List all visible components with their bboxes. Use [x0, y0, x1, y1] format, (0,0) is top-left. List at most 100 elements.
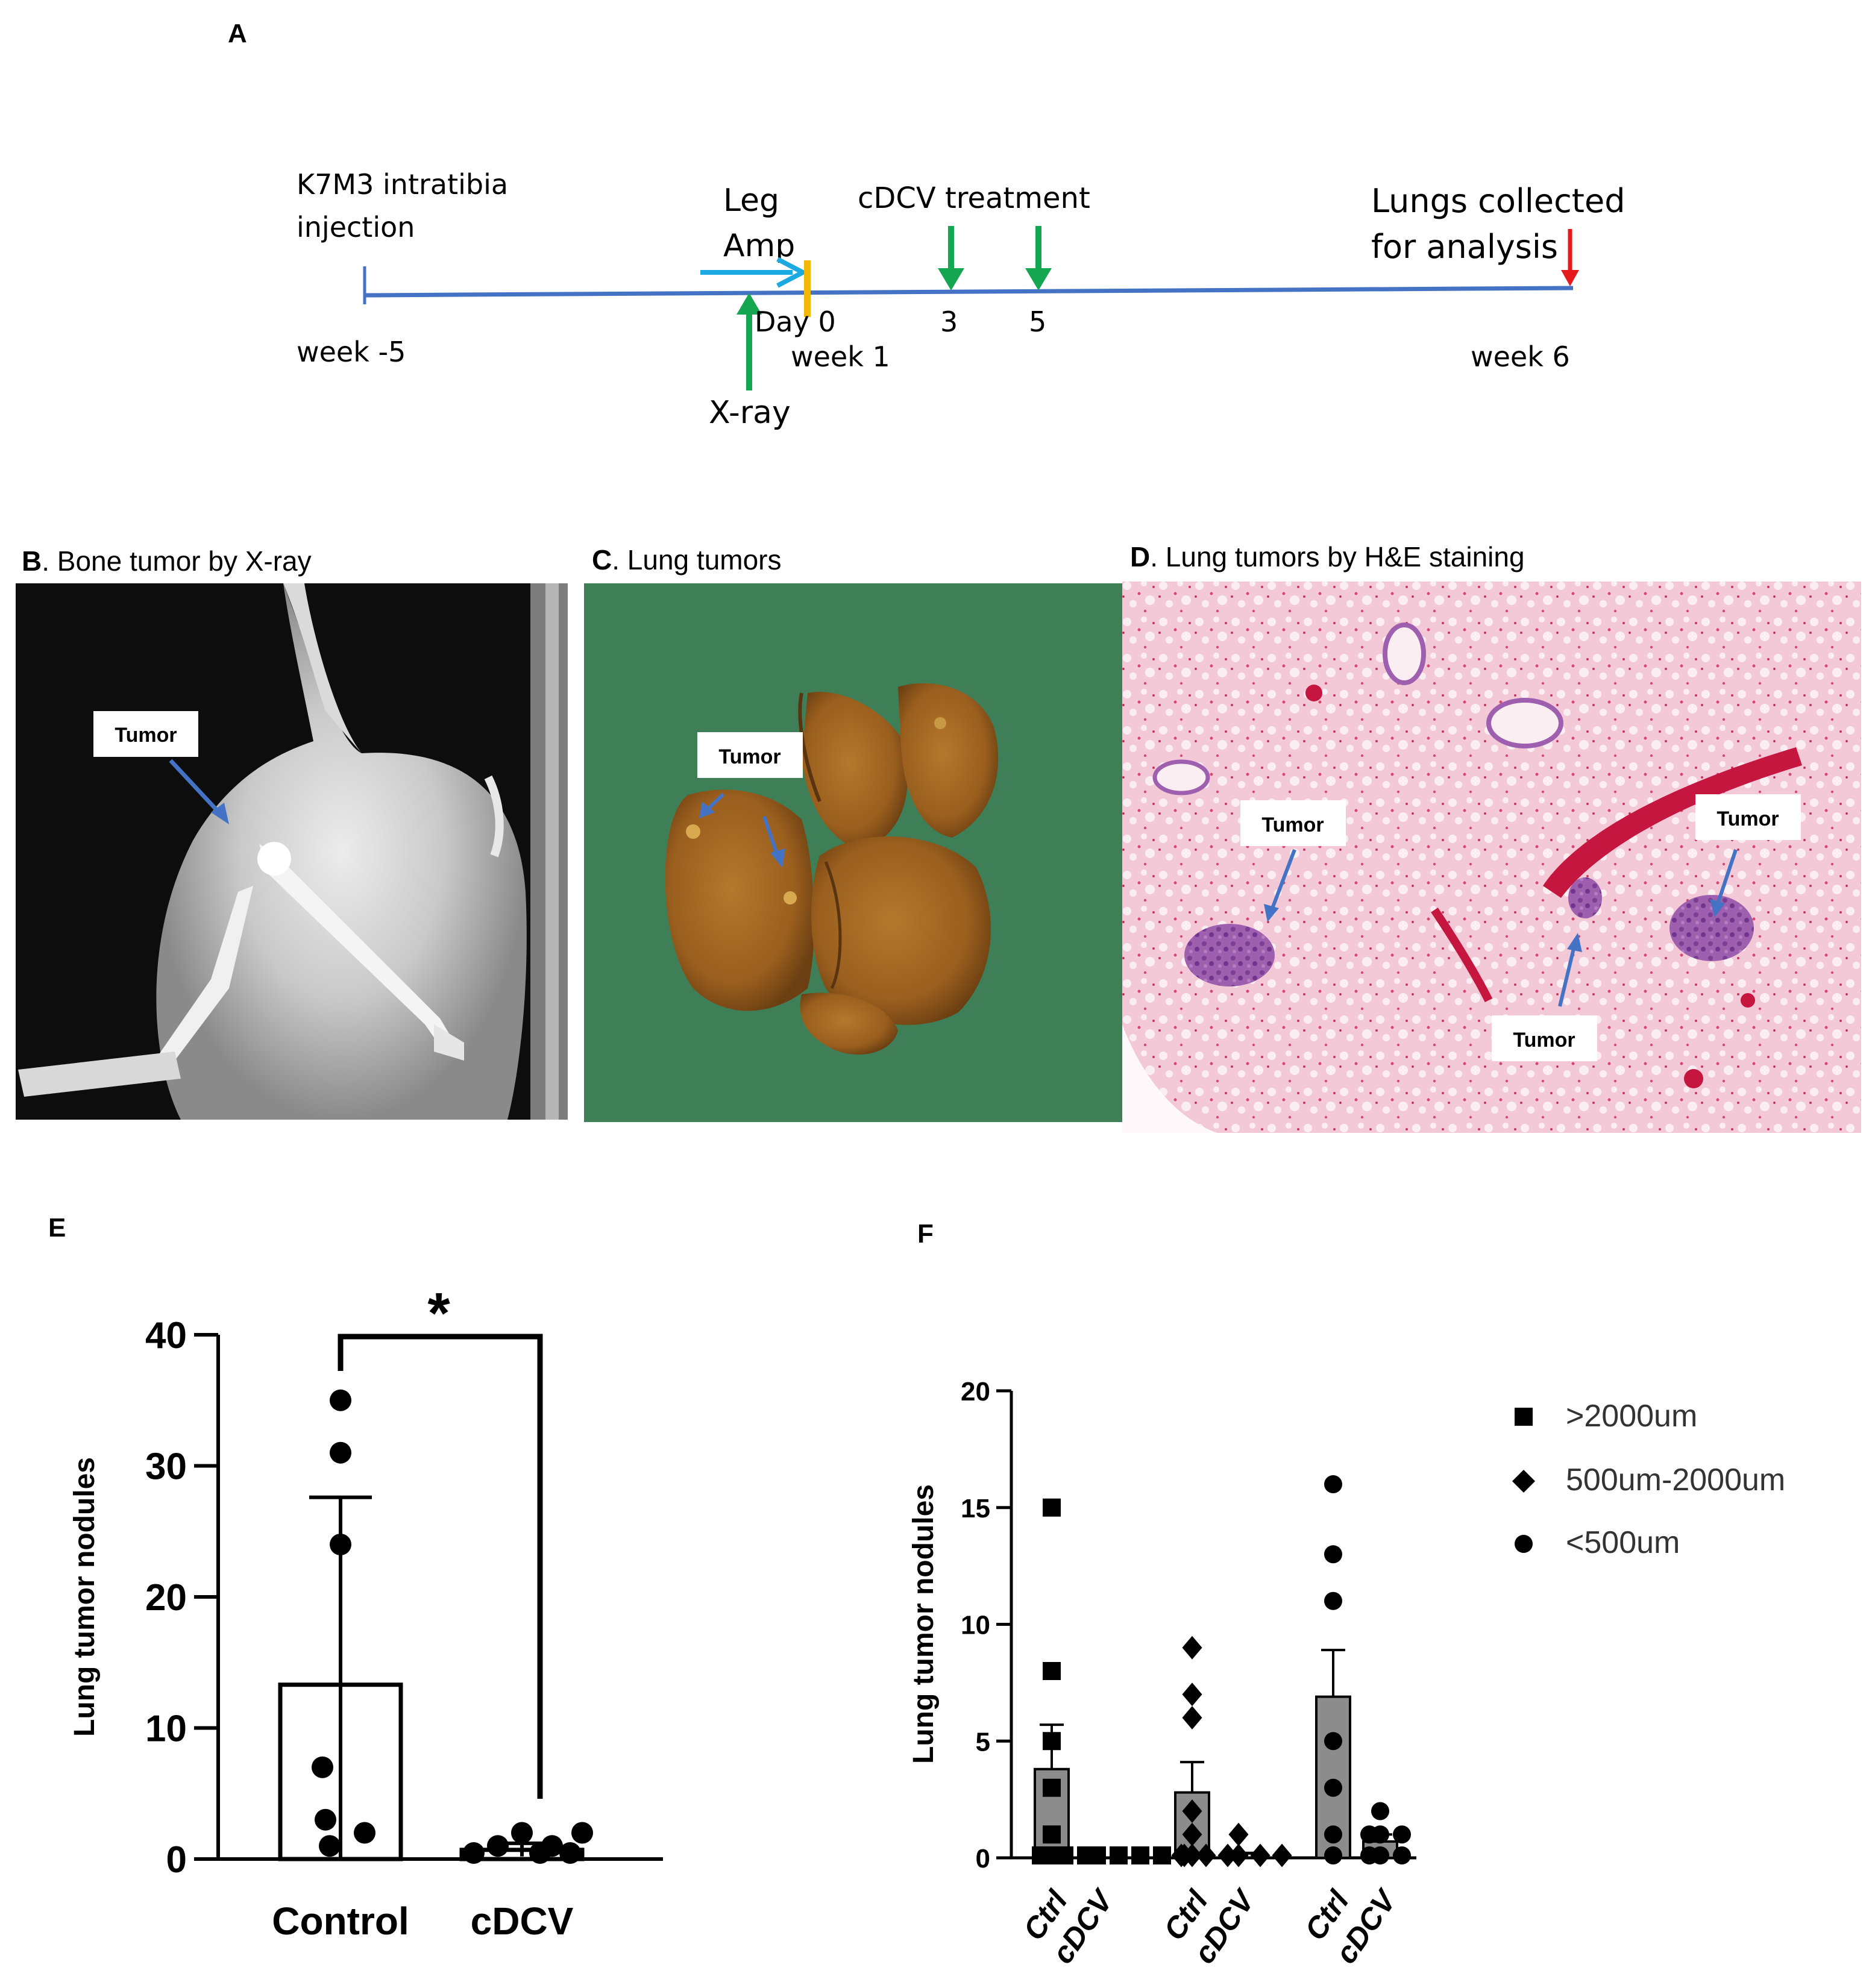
panel-c-title: C. Lung tumors: [592, 544, 782, 575]
f-data-point: [1250, 1843, 1271, 1867]
f-data-point: [1182, 1799, 1202, 1823]
e-data-point: [511, 1822, 533, 1844]
f-data-point: [1228, 1843, 1249, 1867]
f-data-point: [1324, 1475, 1342, 1493]
day0-marker: [804, 260, 811, 317]
lung-tumor-label: Tumor: [718, 745, 781, 768]
e-data-point: [571, 1822, 593, 1844]
e-significance-label: *: [427, 1281, 450, 1346]
he-tumor-callout-bottom: Tumor: [1492, 933, 1597, 1061]
e-data-point: [487, 1835, 509, 1857]
e-significance-bracket: [338, 1334, 543, 1799]
f-data-point: [1043, 1778, 1061, 1797]
dose1-label: 3: [940, 306, 958, 338]
timeline-axis: [364, 286, 1574, 298]
e-y-tick-label: 0: [166, 1839, 187, 1881]
f-data-point: [1034, 1846, 1052, 1864]
f-data-point: [1371, 1802, 1389, 1820]
f-data-point: [1324, 1732, 1342, 1751]
panel-e: E 0 10 20 30 40 Lung tumor nodules Control cDCV…: [48, 1213, 663, 1943]
injection-label-line1: K7M3 intratibia: [297, 168, 508, 201]
panel-d-title-text: . Lung tumors by H&E staining: [1150, 541, 1524, 572]
f-data-point: [1043, 1732, 1061, 1751]
e-data-point: [315, 1808, 336, 1831]
collect-arrow: [1561, 229, 1579, 286]
f-data-point: [1196, 1843, 1216, 1867]
f-data-point: [1131, 1846, 1149, 1864]
f-data-point: [1043, 1825, 1061, 1844]
e-y-tick-label: 40: [145, 1315, 187, 1356]
f-data-point: [1360, 1825, 1378, 1844]
e-data-point: [541, 1835, 563, 1857]
f-y-tick-label: 15: [961, 1494, 990, 1523]
panel-f-letter: F: [917, 1219, 934, 1249]
amp-arrow: [700, 257, 808, 288]
e-data-point: [354, 1822, 375, 1844]
f-data-point: [1272, 1843, 1292, 1867]
f-data-point: [1055, 1846, 1073, 1864]
amp-label-line1: Leg: [723, 183, 779, 219]
f-data-point: [1324, 1591, 1342, 1610]
f-data-point: [1043, 1498, 1061, 1517]
f-data-point: [1110, 1846, 1128, 1864]
legend-label-diamond: 500um-2000um: [1566, 1463, 1785, 1497]
legend-label-square: >2000um: [1566, 1399, 1697, 1434]
he-tumor-label-right: Tumor: [1717, 807, 1779, 830]
xray-tumor-callout: Tumor: [93, 711, 229, 824]
panel-c-letter: C: [592, 544, 612, 575]
end-label: week 6: [1471, 340, 1570, 373]
panel-c: C. Lung tumors Tumor: [584, 544, 1122, 1122]
panel-a: A K7M3 intratibia injection week -5 Leg …: [228, 19, 1625, 431]
e-data-point: [463, 1842, 485, 1864]
amp-label-line2: Amp: [723, 228, 795, 264]
e-y-axis-title: Lung tumor nodules: [69, 1457, 101, 1737]
panel-d-title: D. Lung tumors by H&E staining: [1130, 541, 1525, 572]
f-y-tick-label: 20: [961, 1377, 990, 1406]
f-data-point: [1182, 1822, 1202, 1846]
panel-b: B. Bone tumor by X-ray Tumor: [16, 545, 568, 1120]
f-data-point: [1228, 1822, 1249, 1846]
dose1-arrow: [938, 226, 964, 290]
xray-image: [16, 583, 568, 1120]
e-y-tick-label: 10: [145, 1708, 187, 1750]
chart-e: 0 10 20 30 40 Lung tumor nodules Control cDCV *: [69, 1281, 663, 1943]
f-data-point: [1393, 1846, 1411, 1864]
e-data-point: [559, 1842, 581, 1864]
dose2-label: 5: [1029, 306, 1046, 338]
treatment-label: cDCV treatment: [858, 181, 1090, 215]
legend-diamond-symbol: [1512, 1470, 1535, 1493]
f-y-tick-label: 0: [976, 1844, 990, 1874]
dose2-arrow: [1025, 226, 1052, 290]
panel-a-letter: A: [228, 19, 247, 48]
e-y-tick-label: 20: [145, 1577, 187, 1619]
he-tumor-label-bottom: Tumor: [1513, 1029, 1575, 1052]
f-data-point: [1324, 1545, 1342, 1564]
panel-c-title-text: . Lung tumors: [612, 544, 781, 575]
e-x-tick-label: cDCV: [471, 1899, 574, 1943]
start-label: week -5: [297, 336, 406, 368]
f-data-point: [1174, 1843, 1195, 1867]
panel-b-title-text: . Bone tumor by X-ray: [42, 545, 311, 577]
e-x-tick-label: Control: [272, 1899, 409, 1943]
legend-circle-symbol: [1515, 1535, 1533, 1553]
collect-label-line2: for analysis: [1371, 228, 1558, 266]
e-y-tick-label: 30: [145, 1446, 187, 1488]
f-data-point: [1182, 1682, 1202, 1707]
f-data-point: [1077, 1846, 1095, 1864]
e-data-point: [319, 1835, 341, 1857]
e-data-point: [330, 1441, 351, 1464]
he-tumor-callout-left: Tumor: [1240, 800, 1346, 922]
f-data-point: [1217, 1843, 1238, 1867]
f-data-point: [1182, 1635, 1202, 1660]
he-tumor-label-left: Tumor: [1261, 814, 1324, 836]
he-tumor-callout-right: Tumor: [1695, 794, 1801, 917]
xray-label: X-ray: [709, 395, 791, 431]
f-y-tick-label: 10: [961, 1611, 990, 1640]
e-data-point: [330, 1534, 351, 1555]
f-data-point: [1043, 1662, 1061, 1680]
xray-arrow: [737, 293, 762, 390]
f-y-axis-title: Lung tumor nodules: [908, 1484, 940, 1764]
f-data-point: [1324, 1825, 1342, 1844]
